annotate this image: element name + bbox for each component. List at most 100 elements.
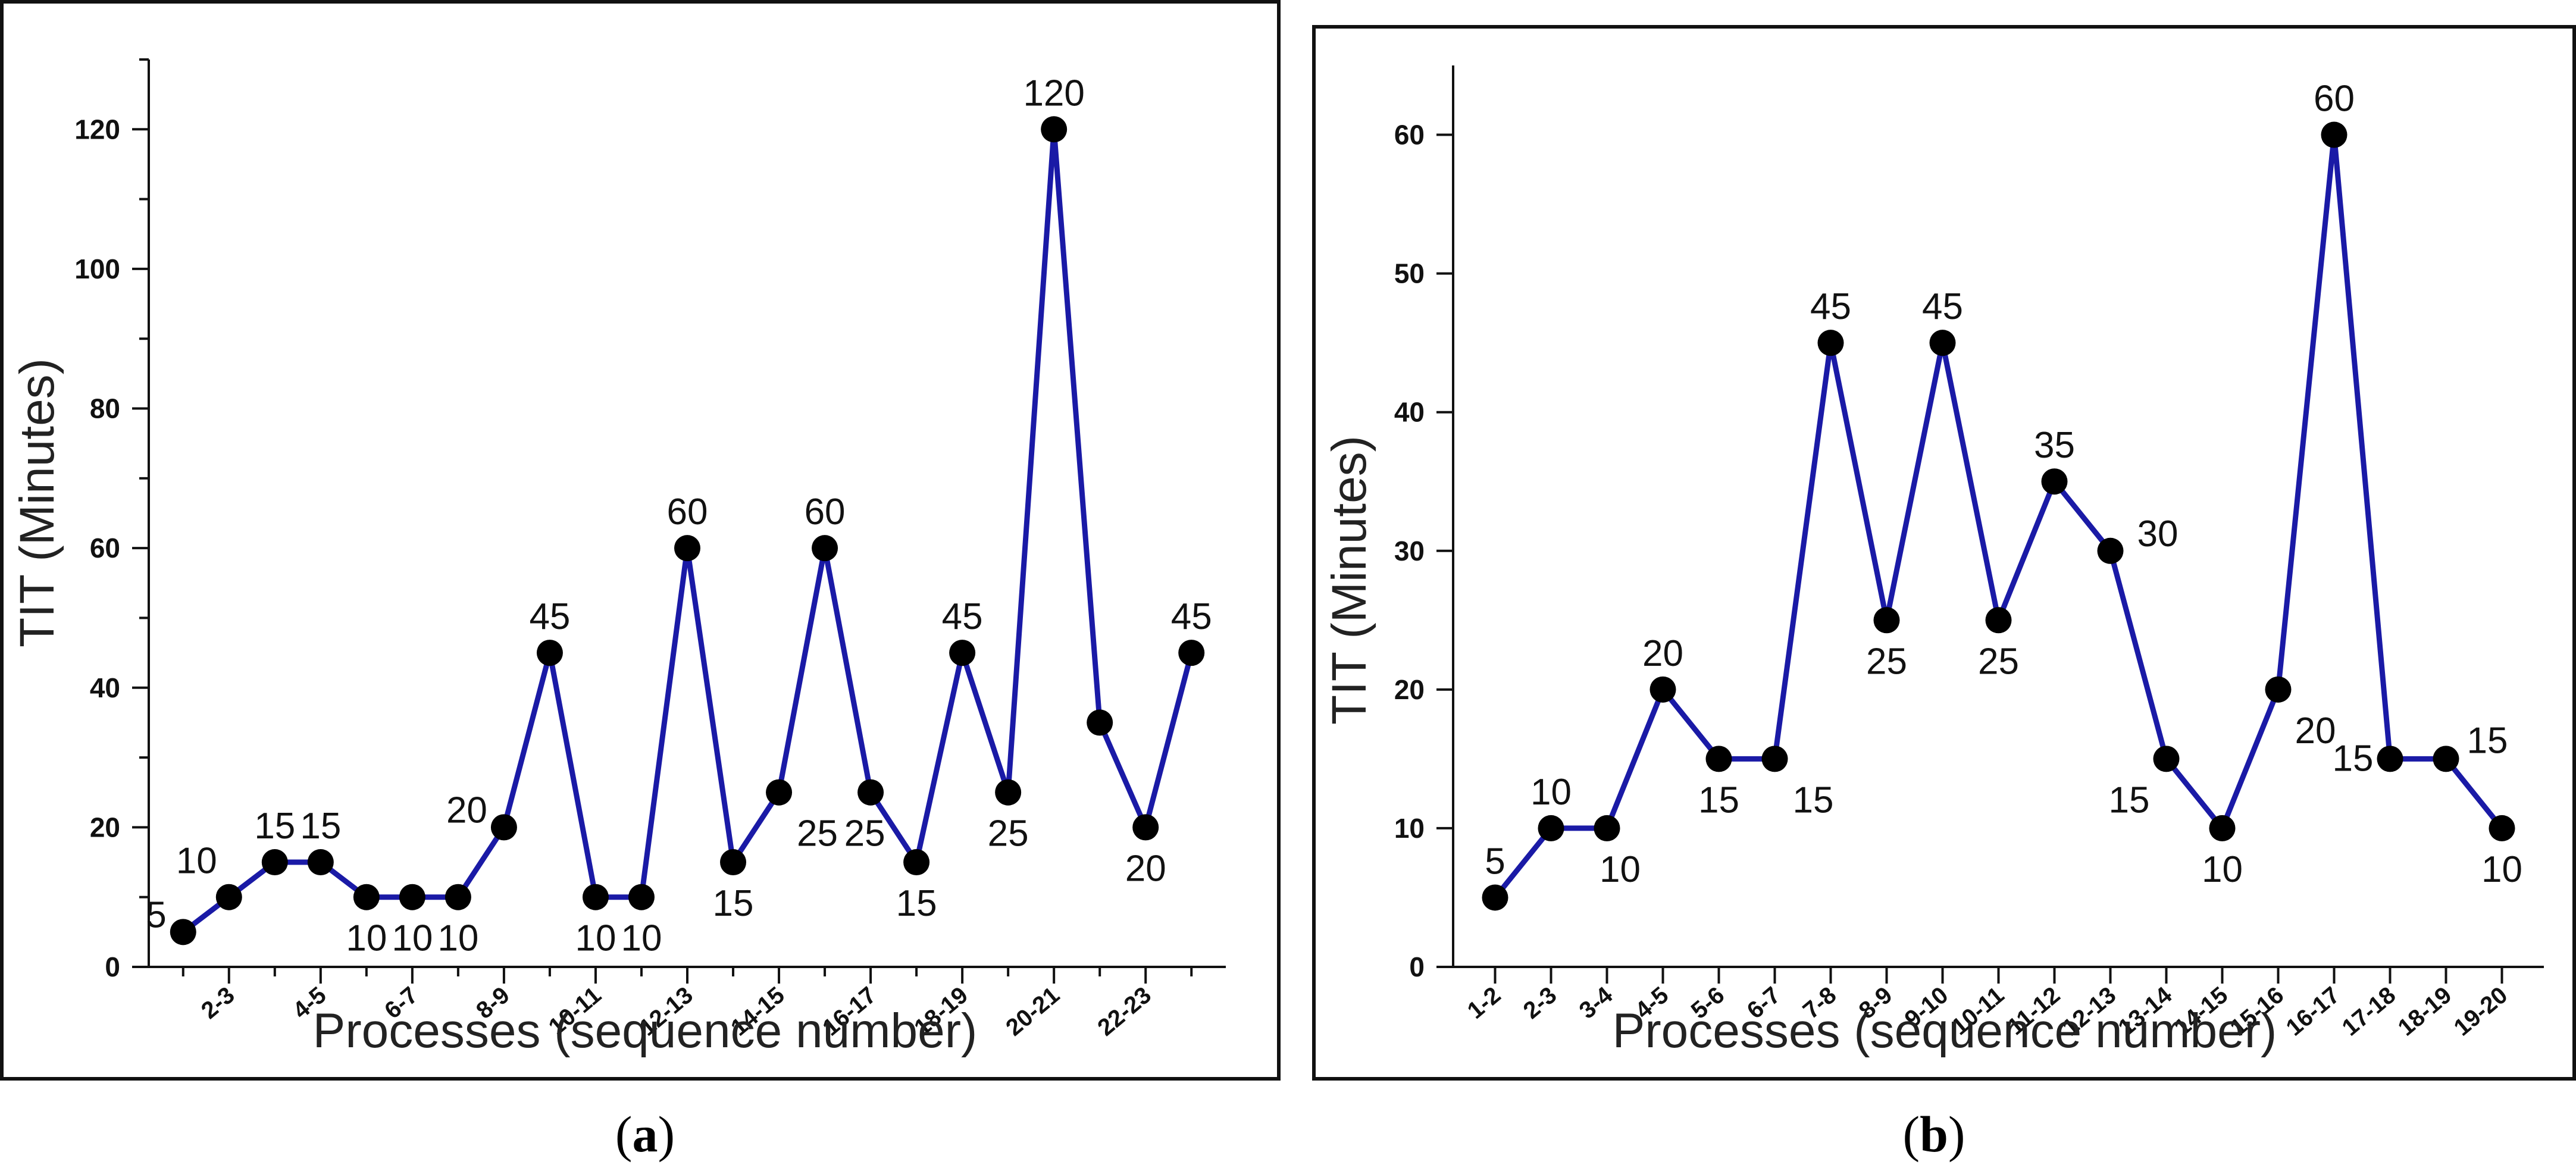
caption-a-letter: a <box>633 1106 658 1163</box>
panel-b-data-point <box>1705 746 1732 772</box>
panel-b-data-point <box>2433 746 2459 772</box>
panel-a-y-tick-label: 60 <box>90 533 120 563</box>
panel-b-y-tick-label: 50 <box>1394 258 1425 289</box>
panel-b-data-point <box>1649 676 1676 703</box>
panel-b-data-label: 15 <box>1793 779 1834 821</box>
panel-a-y-axis-title: TIT (Minutes) <box>10 358 64 647</box>
panel-a-y-tick-label: 100 <box>74 253 120 284</box>
panel-a-data-label: 45 <box>1171 596 1212 637</box>
panel-a-data-point <box>949 640 976 666</box>
panel-a-data-label: 5 <box>146 894 166 935</box>
panel-a-y-tick-label: 120 <box>74 114 120 145</box>
panel-a-data-point <box>215 884 242 910</box>
panel-b-y-tick-label: 60 <box>1394 120 1425 151</box>
panel-a-data-point <box>445 884 471 910</box>
panel-a-data-point <box>170 919 196 945</box>
panel-a-data-label: 10 <box>346 918 387 959</box>
panel-b-data-point <box>1929 330 1956 356</box>
panel-a-y-tick-label: 0 <box>105 951 120 982</box>
panel-b-data-label: 10 <box>2481 849 2522 890</box>
panel-b-data-point <box>2489 815 2515 841</box>
panel-b-y-tick-label: 10 <box>1394 813 1425 844</box>
panel-a-data-point <box>812 535 838 562</box>
panel-b-data-label: 15 <box>2333 738 2374 779</box>
panel-b-data-label: 15 <box>2467 720 2508 761</box>
panel-b-data-label: 10 <box>2202 849 2243 890</box>
panel-a-data-label: 60 <box>805 491 846 533</box>
panel-a-data-label: 10 <box>176 841 217 882</box>
panel-b-data-label: 45 <box>1810 286 1851 327</box>
panel-a-data-label: 10 <box>392 918 433 959</box>
panel-a-data-point <box>1178 640 1205 666</box>
panel-a-data-label: 60 <box>667 491 708 533</box>
panel-a-data-point <box>720 849 747 876</box>
panel-a-data-label: 10 <box>575 918 616 959</box>
panel-a-data-point <box>1132 814 1159 841</box>
panel-b-data-point <box>2265 676 2292 703</box>
panel-a-data-label: 45 <box>529 596 570 637</box>
caption-b-letter: b <box>1920 1106 1948 1163</box>
panel-a-y-tick-label: 80 <box>90 393 120 424</box>
panel-b-data-point <box>1873 607 1900 634</box>
panel-b-y-tick-label: 20 <box>1394 674 1425 705</box>
panel-a-data-point <box>307 849 334 876</box>
panel-b-data-label: 20 <box>1642 633 1683 674</box>
panel-a-data-point <box>353 884 380 910</box>
panel-a-data-point <box>582 884 609 910</box>
panel-b-data-label: 10 <box>1600 849 1641 890</box>
panel-b-data-point <box>1761 746 1788 772</box>
panel-a-y-tick-label: 40 <box>90 672 120 703</box>
panel-a-data-point <box>995 779 1022 806</box>
panel-b-data-point <box>1817 330 1844 356</box>
panel-b-data-point <box>2097 537 2124 564</box>
panel-b-data-label: 45 <box>1922 286 1963 327</box>
panel-a-data-point <box>766 779 793 806</box>
panel-a-data-point <box>1041 116 1068 143</box>
panel-b-border <box>1312 25 2576 1081</box>
panel-a-data-label: 20 <box>1125 848 1166 889</box>
panel-a-data-point <box>857 779 884 806</box>
panel-b-data-label: 5 <box>1485 841 1505 882</box>
panel-b-data-point <box>2321 121 2347 148</box>
panel-a-data-label: 25 <box>797 813 838 854</box>
panel-b-data-point <box>2153 746 2180 772</box>
panel-b-y-axis-title: TIT (Minutes) <box>1322 436 1376 725</box>
panel-b-data-point <box>2041 468 2068 495</box>
panel-b-data-point <box>2209 815 2236 841</box>
caption-a: (a) <box>615 1106 675 1163</box>
panel-b-data-label: 25 <box>1978 641 2019 682</box>
panel-a-data-label: 25 <box>844 813 885 854</box>
panel-a-data-label: 10 <box>621 918 662 959</box>
panel-a-data-label: 15 <box>300 806 341 847</box>
panel-a-data-label: 15 <box>896 883 937 924</box>
panel-b-data-label: 30 <box>2137 514 2179 555</box>
panel-a-data-point <box>628 884 655 910</box>
panel-a-data-label: 15 <box>713 883 754 924</box>
panel-a-data-label: 15 <box>254 806 295 847</box>
panel-a-data-point <box>490 814 517 841</box>
panel-b-data-label: 15 <box>1698 779 1739 821</box>
panel-a-x-axis-title: Processes (sequence number) <box>313 1004 978 1058</box>
panel-a-data-point <box>903 849 930 876</box>
caption-b: (b) <box>1902 1106 1965 1163</box>
panel-a-data-point <box>1087 709 1113 736</box>
panel-b-data-point <box>1594 815 1620 841</box>
panel-a-data-point <box>261 849 288 876</box>
panel-a-data-label: 10 <box>437 918 478 959</box>
panel-b-data-label: 10 <box>1530 772 1572 813</box>
panel-b-data-label: 60 <box>2314 79 2355 120</box>
panel-a-data-label: 120 <box>1023 73 1084 114</box>
panel-b-y-tick-label: 30 <box>1394 536 1425 566</box>
svg-text:(b): (b) <box>1902 1106 1965 1163</box>
svg-text:(a): (a) <box>615 1106 675 1163</box>
panel-b-data-label: 20 <box>2295 710 2336 752</box>
panel-a-data-label: 25 <box>988 813 1029 854</box>
panel-a-data-point <box>399 884 425 910</box>
panel-a-data-point <box>536 640 563 666</box>
panel-b-data-point <box>1482 884 1508 911</box>
